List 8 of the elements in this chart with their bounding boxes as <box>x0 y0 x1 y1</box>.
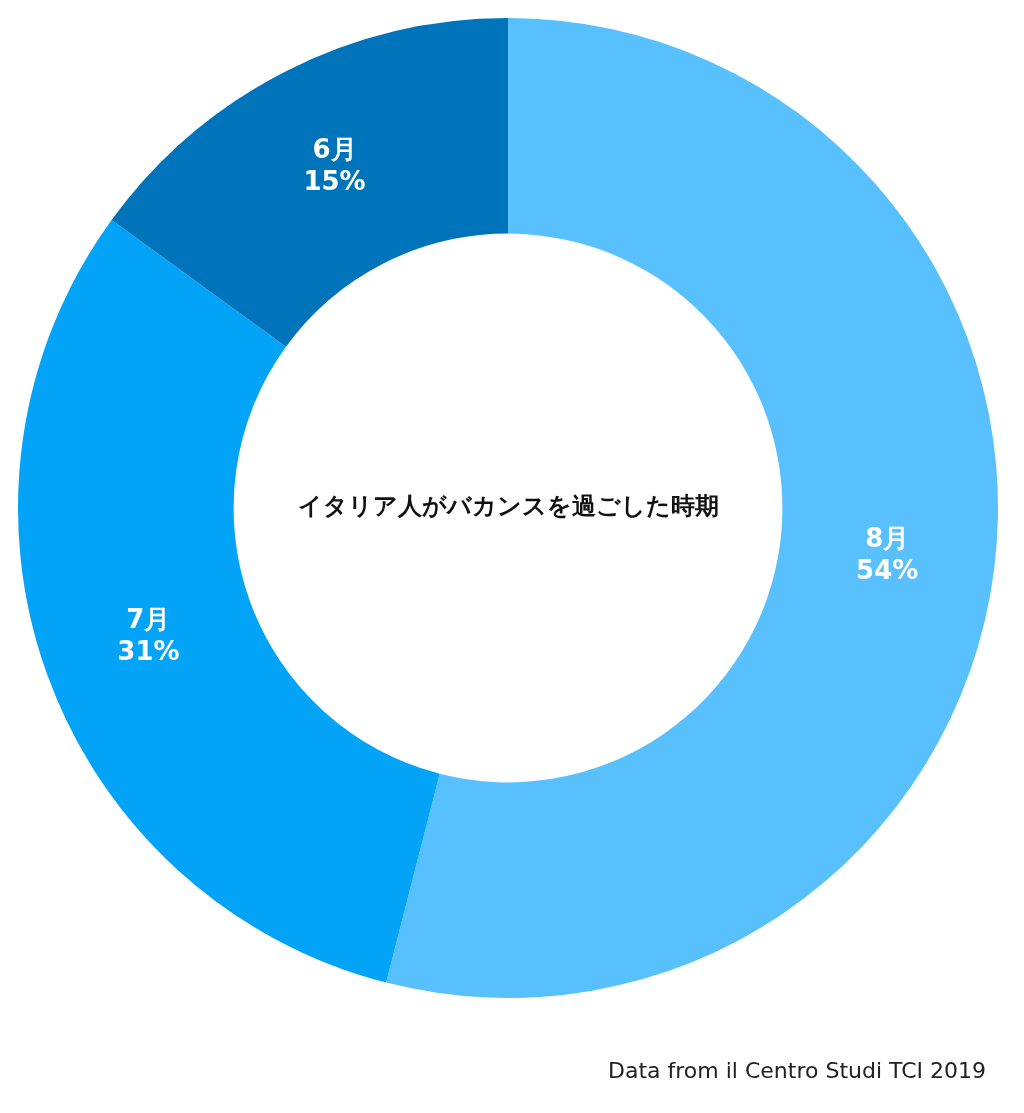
slice-label: 7月 <box>126 604 171 635</box>
text: イタリア人がバカンスを過ごした時期 <box>297 492 719 521</box>
data-label: 15% <box>303 166 366 197</box>
slice-label: 6月 <box>312 134 357 165</box>
data-label: 54% <box>856 554 919 585</box>
text: Data from il Centro Studi TCI 2019 <box>607 1058 987 1083</box>
data-label: 31% <box>117 636 180 667</box>
slice-label: 8月 <box>865 522 910 553</box>
